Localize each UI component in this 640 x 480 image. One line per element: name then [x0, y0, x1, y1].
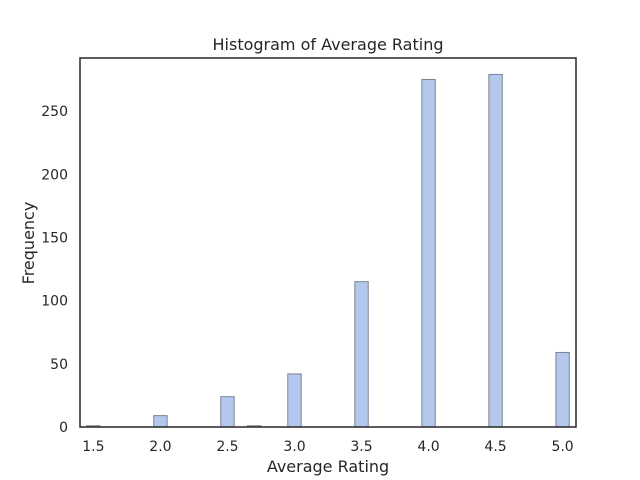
x-tick-label: 2.5 [216, 439, 238, 455]
y-tick-label: 150 [41, 230, 68, 246]
x-tick-label: 4.5 [484, 439, 506, 455]
x-tick-label: 3.5 [350, 439, 372, 455]
x-axis-ticks: 1.5 2.0 2.5 3.0 3.5 4.0 4.5 5.0 [82, 439, 573, 455]
x-axis-label: Average Rating [267, 457, 389, 476]
y-tick-label: 100 [41, 294, 68, 310]
histogram-bar [354, 281, 369, 428]
histogram-bar [488, 73, 503, 428]
x-tick-label: 1.5 [82, 439, 104, 455]
histogram-bar [421, 78, 436, 428]
y-axis-ticks: 0 50 100 150 200 250 [41, 104, 68, 436]
x-tick-label: 3.0 [283, 439, 305, 455]
histogram-bar [287, 373, 302, 428]
y-tick-label: 250 [41, 104, 68, 120]
chart-title: Histogram of Average Rating [213, 35, 444, 54]
plot-frame [79, 57, 577, 428]
x-tick-label: 4.0 [417, 439, 439, 455]
histogram-bar [555, 351, 570, 428]
x-tick-label: 5.0 [551, 439, 573, 455]
x-tick-label: 2.0 [149, 439, 171, 455]
bars-group [86, 73, 570, 428]
y-axis-label: Frequency [19, 202, 38, 285]
histogram-bar [220, 396, 235, 428]
y-tick-label: 0 [59, 420, 68, 436]
y-tick-label: 200 [41, 167, 68, 183]
y-tick-label: 50 [50, 357, 68, 373]
histogram-bar [153, 415, 168, 428]
